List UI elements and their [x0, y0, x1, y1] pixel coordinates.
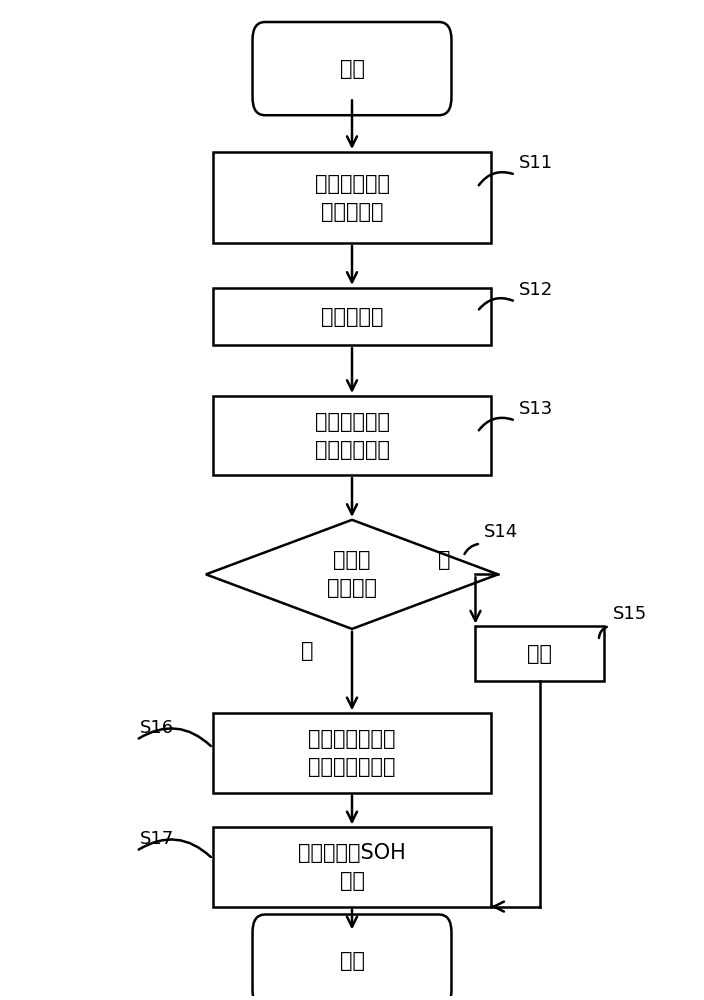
FancyArrowPatch shape	[465, 544, 478, 554]
Text: 是否为
有效循环: 是否为 有效循环	[327, 550, 377, 598]
Text: 采集数据，获
取基本信息: 采集数据，获 取基本信息	[315, 174, 389, 222]
Text: 选定标志位，
提取充电循环: 选定标志位， 提取充电循环	[315, 412, 389, 460]
FancyArrowPatch shape	[479, 172, 513, 185]
Text: S11: S11	[519, 154, 553, 172]
Bar	[213, 827, 491, 907]
Bar	[213, 396, 491, 475]
Text: 开始: 开始	[339, 59, 365, 79]
Bar	[475, 626, 604, 681]
FancyArrowPatch shape	[599, 627, 607, 638]
Bar	[213, 152, 491, 243]
FancyArrowPatch shape	[479, 298, 513, 309]
Bar	[213, 288, 491, 345]
FancyArrowPatch shape	[139, 839, 211, 857]
FancyArrowPatch shape	[139, 728, 211, 746]
Text: 数据前处理: 数据前处理	[321, 307, 383, 327]
Text: S13: S13	[519, 400, 553, 418]
Text: 否: 否	[438, 550, 450, 570]
Text: S16: S16	[140, 719, 174, 737]
Text: S17: S17	[140, 830, 174, 848]
Text: S15: S15	[613, 605, 647, 623]
Text: 舍弃: 舍弃	[527, 644, 553, 664]
FancyBboxPatch shape	[253, 915, 451, 1000]
Text: 是: 是	[301, 641, 313, 661]
Bar	[213, 713, 491, 793]
Text: S14: S14	[484, 523, 518, 541]
Text: S12: S12	[519, 281, 553, 299]
FancyBboxPatch shape	[253, 22, 451, 115]
Text: 结束: 结束	[339, 951, 365, 971]
FancyArrowPatch shape	[479, 418, 513, 430]
Text: 归一化得到SOH
序列: 归一化得到SOH 序列	[298, 843, 406, 891]
Polygon shape	[206, 520, 498, 629]
Text: 记录该次循环，
计算可充入电量: 记录该次循环， 计算可充入电量	[308, 729, 396, 777]
